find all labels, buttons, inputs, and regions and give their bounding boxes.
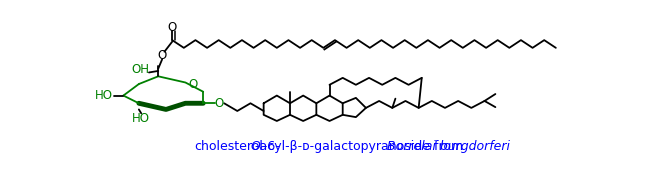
Text: HO: HO <box>132 112 151 125</box>
Text: Borrelai burgdorferi: Borrelai burgdorferi <box>388 140 510 153</box>
Text: HO: HO <box>95 89 113 102</box>
Text: O: O <box>158 49 167 62</box>
Text: OH: OH <box>131 63 149 76</box>
Text: O: O <box>214 97 224 110</box>
Text: cholesterol-6-: cholesterol-6- <box>194 140 280 153</box>
Text: O: O <box>251 140 260 153</box>
Text: -acyl-β-ᴅ-galactopyranoside from: -acyl-β-ᴅ-galactopyranoside from <box>255 140 466 153</box>
Text: O: O <box>189 78 198 91</box>
Text: O: O <box>167 21 177 34</box>
